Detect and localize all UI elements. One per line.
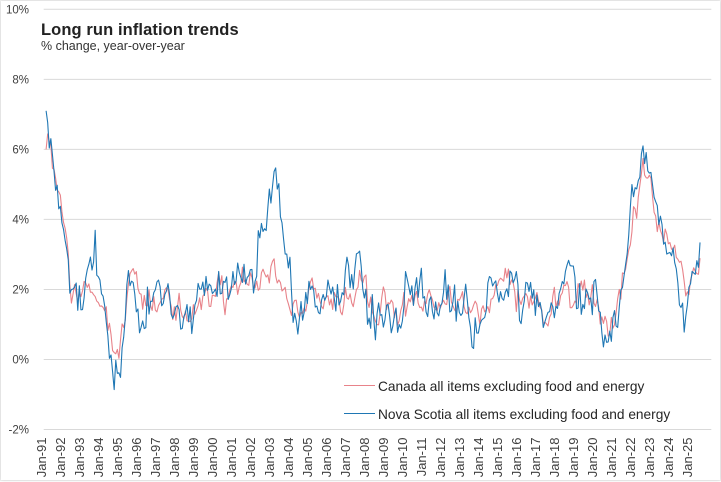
svg-text:8%: 8% bbox=[12, 74, 29, 86]
svg-text:Jan-00: Jan-00 bbox=[205, 438, 220, 478]
svg-text:Jan-01: Jan-01 bbox=[224, 438, 239, 478]
svg-text:Jan-24: Jan-24 bbox=[661, 438, 676, 478]
svg-text:Jan-96: Jan-96 bbox=[129, 438, 144, 478]
svg-text:Jan-04: Jan-04 bbox=[281, 438, 296, 478]
svg-text:Jan-15: Jan-15 bbox=[490, 437, 505, 477]
svg-text:Jan-07: Jan-07 bbox=[338, 438, 353, 478]
svg-text:Jan-10: Jan-10 bbox=[395, 438, 410, 478]
svg-text:Jan-97: Jan-97 bbox=[148, 438, 163, 478]
svg-text:-2%: -2% bbox=[9, 425, 29, 437]
svg-text:Jan-16: Jan-16 bbox=[509, 438, 524, 478]
svg-text:Jan-06: Jan-06 bbox=[319, 438, 334, 478]
svg-text:Jan-05: Jan-05 bbox=[300, 438, 315, 478]
svg-text:Jan-03: Jan-03 bbox=[262, 438, 277, 478]
svg-text:Jan-25: Jan-25 bbox=[680, 438, 695, 478]
svg-text:Jan-93: Jan-93 bbox=[72, 438, 87, 478]
svg-text:6%: 6% bbox=[12, 144, 29, 156]
svg-text:4%: 4% bbox=[12, 214, 29, 226]
svg-text:Jan-17: Jan-17 bbox=[528, 438, 543, 478]
svg-text:2%: 2% bbox=[12, 284, 29, 296]
svg-text:Jan-09: Jan-09 bbox=[376, 438, 391, 478]
svg-text:Jan-22: Jan-22 bbox=[623, 438, 638, 478]
svg-text:Jan-13: Jan-13 bbox=[452, 438, 467, 478]
svg-text:Jan-02: Jan-02 bbox=[243, 438, 258, 478]
svg-text:Jan-98: Jan-98 bbox=[167, 438, 182, 478]
svg-text:Jan-18: Jan-18 bbox=[547, 438, 562, 478]
svg-text:Jan-92: Jan-92 bbox=[53, 438, 68, 478]
svg-text:Jan-99: Jan-99 bbox=[186, 438, 201, 478]
svg-text:Jan-12: Jan-12 bbox=[433, 438, 448, 478]
svg-text:Jan-19: Jan-19 bbox=[566, 438, 581, 478]
svg-text:Jan-94: Jan-94 bbox=[91, 438, 106, 478]
svg-text:Jan-91: Jan-91 bbox=[34, 438, 49, 478]
svg-text:Jan-14: Jan-14 bbox=[471, 437, 486, 477]
svg-text:Jan-20: Jan-20 bbox=[585, 438, 600, 478]
svg-text:Jan-08: Jan-08 bbox=[357, 438, 372, 478]
svg-text:Jan-11: Jan-11 bbox=[414, 438, 429, 477]
svg-text:0%: 0% bbox=[12, 355, 29, 367]
svg-text:Jan-23: Jan-23 bbox=[642, 438, 657, 478]
svg-text:Jan-21: Jan-21 bbox=[604, 438, 619, 478]
svg-text:10%: 10% bbox=[6, 4, 29, 16]
svg-text:Jan-95: Jan-95 bbox=[110, 438, 125, 478]
